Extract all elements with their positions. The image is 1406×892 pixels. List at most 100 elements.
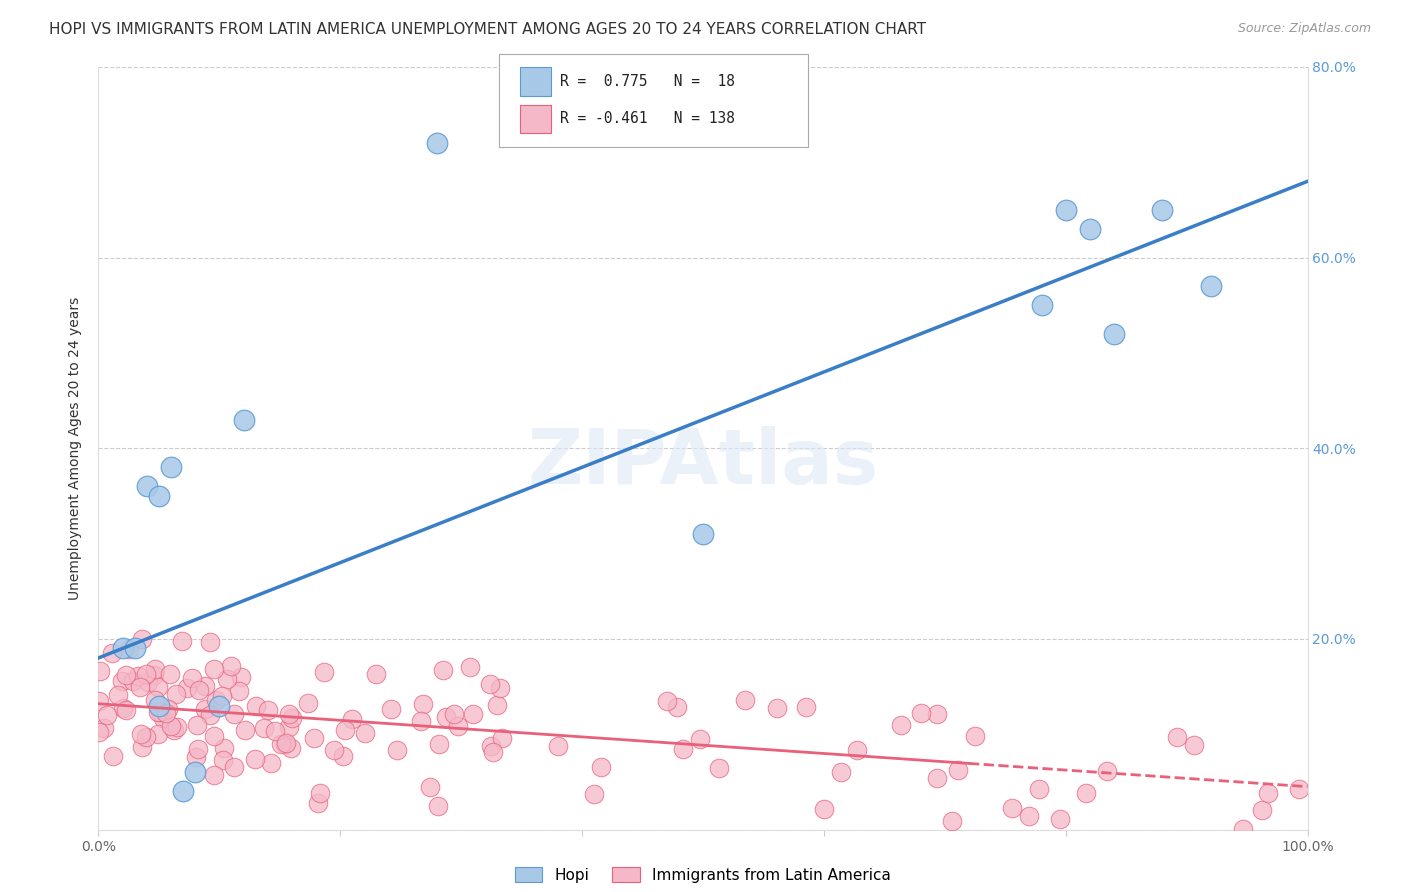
Point — [332, 749, 354, 764]
Point — [1182, 738, 1205, 752]
Point — [278, 706, 301, 721]
Point — [1102, 326, 1125, 341]
Point — [1018, 809, 1040, 823]
Point — [187, 742, 209, 756]
Point — [380, 702, 402, 716]
Point — [101, 646, 124, 660]
Text: ZIPAtlas: ZIPAtlas — [527, 426, 879, 500]
Point — [447, 719, 470, 733]
Point — [1199, 279, 1222, 293]
Point — [482, 745, 505, 759]
Text: R = -0.461   N = 138: R = -0.461 N = 138 — [560, 112, 734, 127]
Point — [148, 705, 170, 719]
Point — [143, 662, 166, 676]
Point — [205, 692, 228, 706]
Point — [163, 723, 186, 737]
Point — [409, 714, 432, 728]
Point — [270, 737, 292, 751]
Point — [312, 665, 335, 679]
Point — [228, 684, 250, 698]
Point — [204, 767, 226, 781]
Point — [257, 703, 280, 717]
Point — [963, 729, 986, 743]
Point — [1152, 202, 1174, 217]
Point — [547, 739, 569, 753]
Point — [692, 527, 714, 541]
Point — [212, 740, 235, 755]
Point — [111, 674, 134, 689]
Point — [925, 707, 948, 722]
Point — [115, 703, 138, 717]
Point — [434, 710, 457, 724]
Point — [181, 671, 204, 685]
Point — [129, 680, 152, 694]
Point — [231, 670, 253, 684]
Point — [280, 741, 302, 756]
Point — [111, 700, 134, 714]
Point — [253, 721, 276, 735]
Point — [689, 731, 711, 746]
Point — [107, 688, 129, 702]
Point — [412, 697, 434, 711]
Point — [461, 706, 484, 721]
Point — [364, 666, 387, 681]
Point — [118, 641, 141, 656]
Legend: Hopi, Immigrants from Latin America: Hopi, Immigrants from Latin America — [515, 867, 891, 883]
Point — [186, 717, 208, 731]
Point — [1257, 785, 1279, 799]
Point — [655, 693, 678, 707]
Point — [89, 724, 111, 739]
Point — [155, 706, 177, 720]
Point — [582, 787, 605, 801]
Point — [264, 724, 287, 739]
Point — [460, 660, 482, 674]
Point — [910, 706, 932, 720]
Point — [166, 720, 188, 734]
Point — [1031, 298, 1053, 312]
Point — [208, 698, 231, 713]
Point — [89, 694, 111, 708]
Point — [184, 750, 207, 764]
Point — [135, 730, 157, 744]
Point — [354, 725, 377, 739]
Point — [131, 632, 153, 646]
Point — [93, 721, 115, 735]
Point — [142, 668, 165, 682]
Point — [152, 711, 174, 725]
Point — [194, 679, 217, 693]
Point — [96, 708, 118, 723]
Point — [260, 756, 283, 770]
Point — [146, 706, 169, 720]
Point — [135, 479, 157, 493]
Point — [188, 682, 211, 697]
Point — [217, 672, 239, 686]
Point — [135, 667, 157, 681]
Point — [443, 706, 465, 721]
Point — [160, 460, 183, 475]
Point — [1028, 781, 1050, 796]
Point — [202, 663, 225, 677]
Point — [124, 641, 146, 656]
Point — [925, 772, 948, 786]
Point — [734, 693, 756, 707]
Point — [488, 681, 510, 695]
Point — [765, 700, 787, 714]
Point — [1078, 222, 1101, 236]
Point — [198, 708, 221, 723]
Point — [146, 727, 169, 741]
Point — [224, 759, 246, 773]
Point — [198, 635, 221, 649]
Point — [165, 687, 187, 701]
Point — [426, 136, 449, 151]
Point — [309, 787, 332, 801]
Point — [156, 702, 179, 716]
Point — [245, 698, 267, 713]
Point — [136, 675, 159, 690]
Point — [148, 489, 170, 503]
Point — [211, 689, 233, 703]
Point — [1166, 730, 1188, 744]
Point — [232, 412, 254, 426]
Y-axis label: Unemployment Among Ages 20 to 24 years: Unemployment Among Ages 20 to 24 years — [69, 297, 83, 599]
Point — [302, 731, 325, 746]
Text: R =  0.775   N =  18: R = 0.775 N = 18 — [560, 74, 734, 89]
